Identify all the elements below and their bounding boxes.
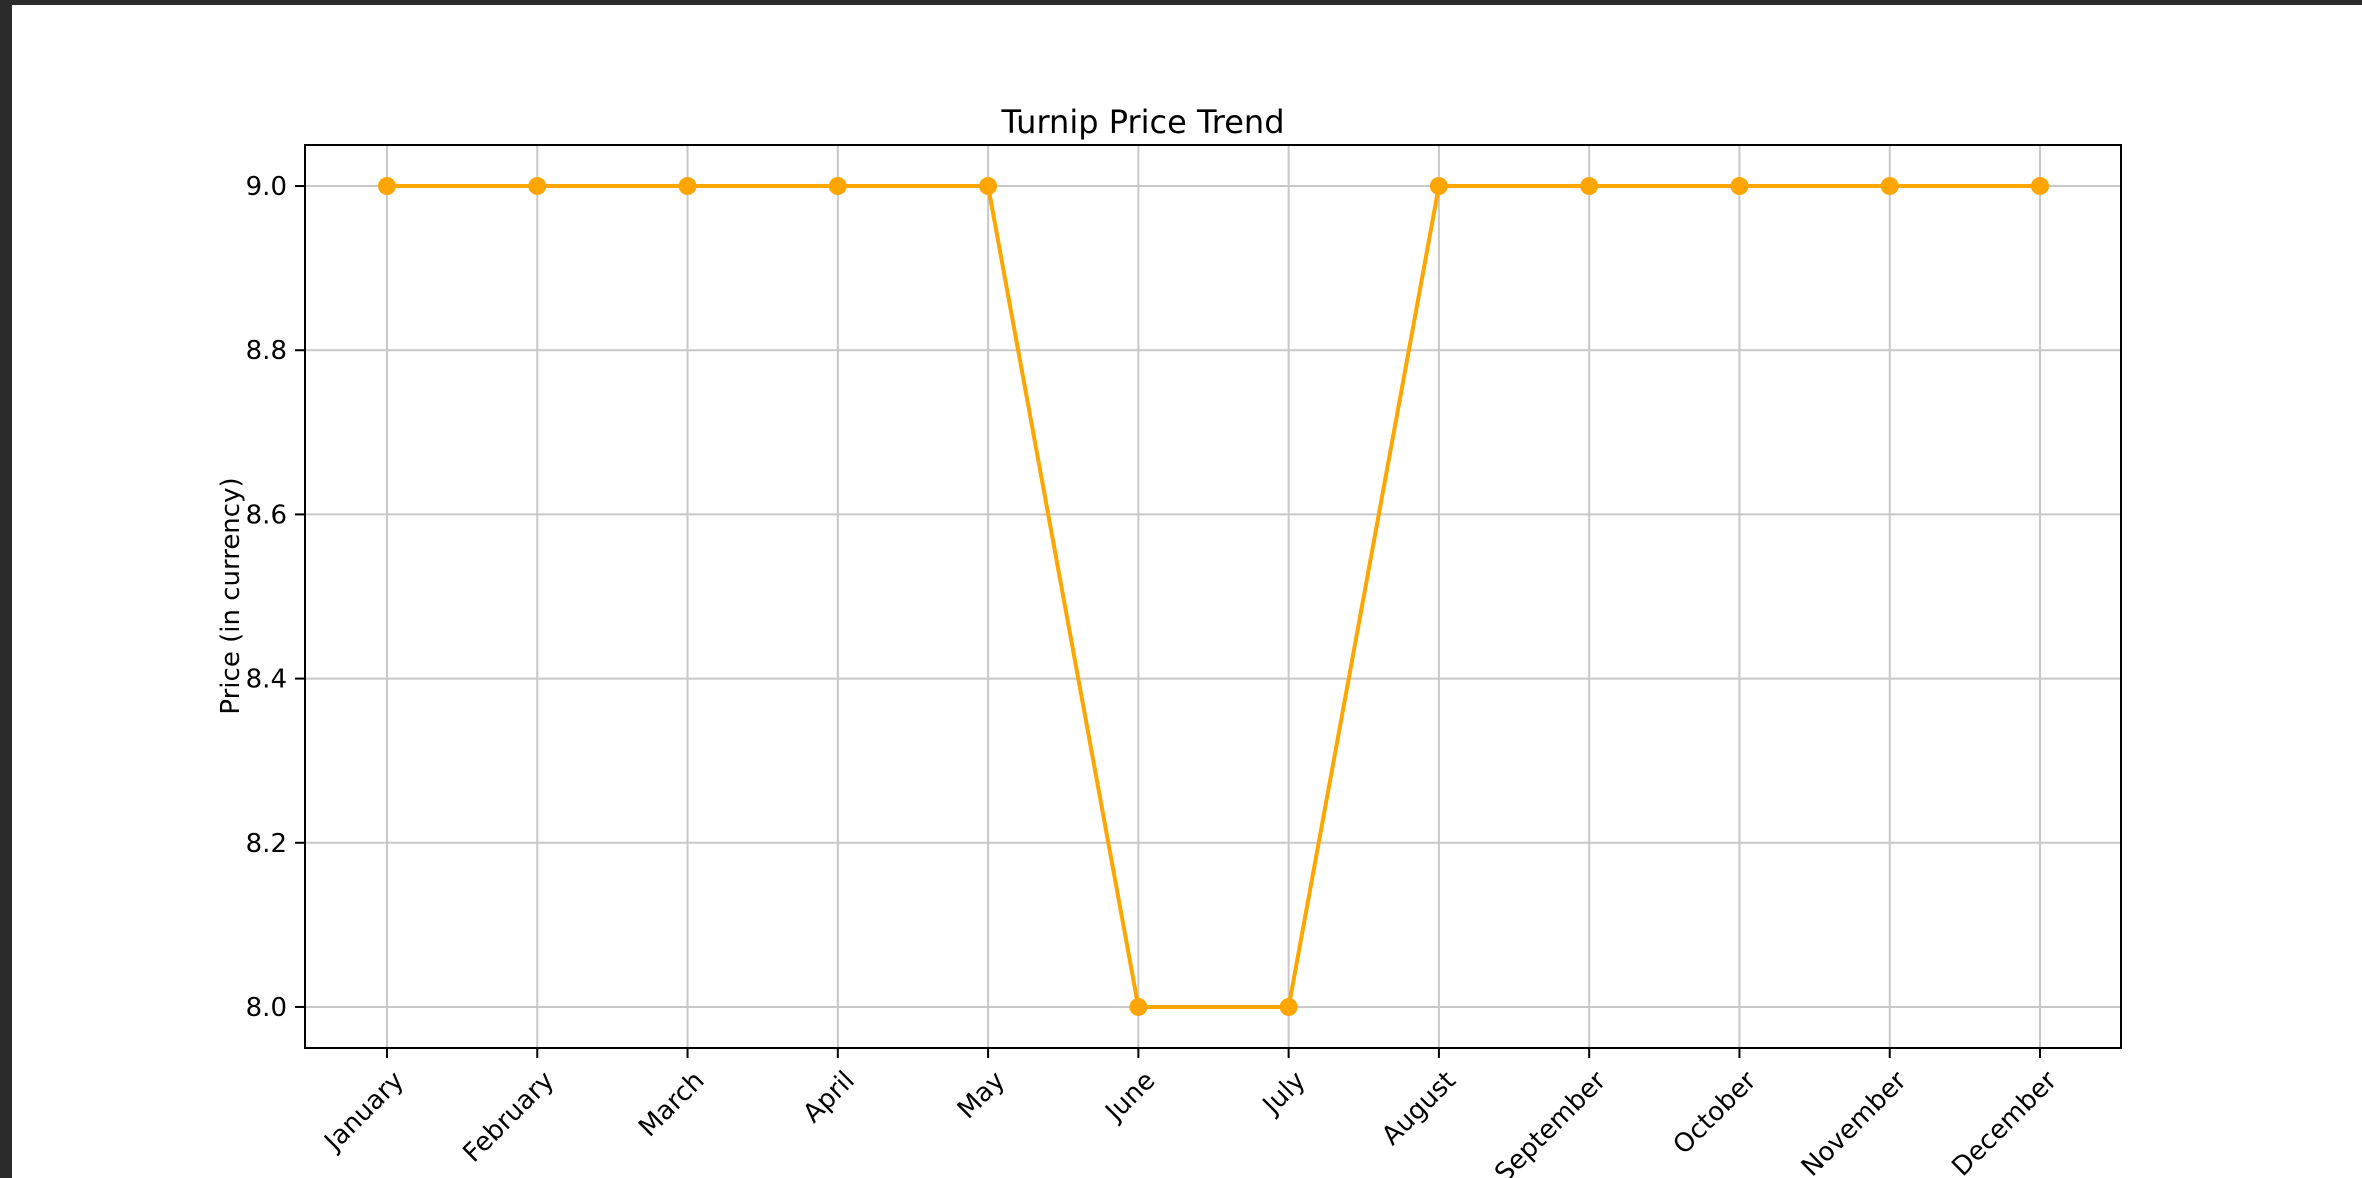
price-line [387, 184, 2040, 1009]
y-axis-label: Price (in currency) [216, 477, 246, 714]
x-tick-label: July [1256, 1066, 1312, 1122]
data-point-february [528, 177, 547, 196]
data-point-may [979, 177, 998, 196]
x-tick-label: June [1099, 1066, 1162, 1129]
y-tick-label: 8.8 [246, 336, 287, 366]
price-series [378, 177, 2049, 1016]
data-point-july [1279, 997, 1298, 1016]
chart-title: Turnip Price Trend [1000, 103, 1284, 141]
data-point-september [1580, 177, 1599, 196]
x-tick-label: October [1668, 1066, 1763, 1161]
data-point-october [1730, 177, 1749, 196]
grid-lines [305, 145, 2121, 1048]
y-tick-label: 8.4 [246, 665, 287, 695]
x-tick-label: April [798, 1066, 861, 1129]
figure-canvas: 8.0 8.2 8.4 8.6 8.8 9.0 January February March A… [12, 5, 2362, 1178]
y-tick-label: 9.0 [246, 172, 287, 202]
x-tick-label: November [1796, 1066, 1913, 1178]
plot-area [304, 144, 2122, 1049]
data-point-june [1129, 997, 1148, 1016]
x-axis-ticks: January February March April May June July Augu… [318, 1048, 2063, 1178]
data-point-april [828, 177, 847, 196]
y-tick-label: 8.0 [246, 993, 287, 1023]
x-tick-label: February [458, 1066, 561, 1169]
data-point-november [1880, 177, 1899, 196]
turnip-price-line-chart: 8.0 8.2 8.4 8.6 8.8 9.0 January February March A… [216, 103, 2122, 1178]
data-point-august [1429, 177, 1448, 196]
data-point-january [378, 177, 396, 196]
x-tick-label: December [1946, 1066, 2063, 1178]
y-axis-ticks: 8.0 8.2 8.4 8.6 8.8 9.0 [246, 172, 305, 1023]
y-tick-label: 8.2 [246, 829, 287, 859]
x-tick-label: January [318, 1066, 410, 1158]
x-tick-label: May [952, 1066, 1011, 1125]
y-tick-label: 8.6 [246, 500, 287, 530]
x-tick-label: March [633, 1066, 710, 1143]
x-tick-label: September [1489, 1066, 1612, 1178]
x-tick-label: August [1376, 1066, 1462, 1152]
data-point-march [678, 177, 697, 196]
data-point-december [2031, 177, 2049, 196]
